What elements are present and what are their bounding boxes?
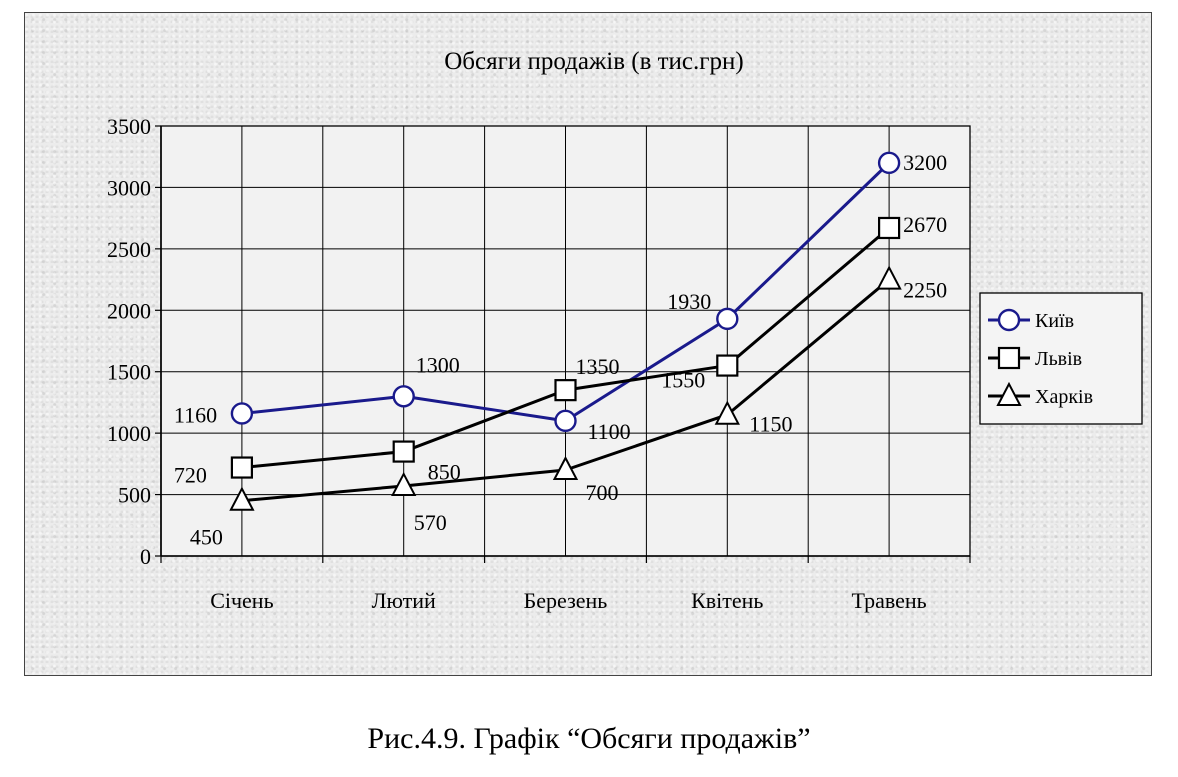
data-labels: 1160 1300 1100 1930 3200 720 850 1350 1550 2670 45… [174, 150, 947, 550]
data-point-square [877, 216, 901, 240]
x-tick-label: Березень [524, 588, 608, 613]
x-tick-label: Лютий [372, 588, 436, 613]
data-point-triangle [391, 471, 417, 496]
data-point-triangle [714, 400, 740, 425]
grid [155, 125, 971, 563]
y-tick-label: 3500 [107, 114, 151, 139]
data-point-circle [877, 151, 901, 175]
data-label: 1550 [661, 368, 705, 393]
data-point-square [716, 354, 739, 377]
data-label: 700 [586, 480, 619, 505]
legend-label: Київ [1035, 310, 1074, 332]
data-label: 2250 [903, 278, 947, 303]
y-tick-label: 2500 [107, 237, 151, 262]
chart-title: Обсяги продажів (в тис.грн) [444, 48, 744, 75]
data-label: 1100 [588, 419, 631, 444]
x-tick-label: Квітень [691, 588, 763, 613]
data-point-triangle [552, 455, 579, 480]
data-label: 1150 [749, 412, 792, 437]
y-tick-label: 3000 [107, 175, 151, 200]
x-tick-label: Січень [210, 588, 273, 613]
data-point-circle [554, 409, 577, 433]
y-tick-label: 2000 [107, 298, 151, 323]
legend-label: Львів [1035, 348, 1082, 370]
y-tick-label: 1500 [107, 360, 151, 385]
y-tick-label: 1000 [107, 421, 151, 446]
figure-caption: Рис.4.9. Графік “Обсяги продажів” [367, 722, 811, 755]
data-label: 570 [414, 510, 447, 535]
chart-frame: Обсяги продажів (в тис.грн) 0 500 1000 1500… [24, 12, 1152, 676]
data-label: 1930 [667, 289, 711, 314]
data-label: 1160 [174, 402, 217, 427]
data-label: 450 [190, 525, 223, 550]
legend-label: Харків [1035, 386, 1093, 408]
x-axis-tick-labels: Січень Лютий Березень Квітень Травень [210, 588, 927, 613]
data-point-square [392, 440, 415, 463]
data-label: 720 [174, 463, 207, 488]
line-chart: Обсяги продажів (в тис.грн) 0 500 1000 1500… [107, 48, 1143, 613]
legend: Київ Львів Харків [979, 292, 1143, 425]
data-point-square [230, 456, 253, 479]
y-axis-tick-labels: 0 500 1000 1500 2000 2500 3000 3500 [107, 114, 151, 569]
data-point-triangle [876, 265, 902, 290]
y-tick-label: 500 [118, 483, 151, 508]
data-point-triangle [229, 486, 255, 511]
y-tick-label: 0 [140, 544, 151, 569]
data-label: 2670 [903, 212, 947, 237]
data-point-circle [230, 402, 254, 425]
series-lines [229, 151, 902, 511]
data-label: 1300 [416, 352, 460, 377]
data-label: 850 [428, 460, 461, 485]
data-label: 3200 [903, 150, 947, 175]
legend-marker-square [997, 346, 1021, 370]
data-point-square [554, 379, 577, 402]
data-label: 1350 [576, 354, 620, 379]
legend-marker-circle [997, 308, 1021, 332]
legend-marker-triangle [996, 381, 1022, 406]
data-point-circle [716, 307, 739, 331]
x-tick-label: Травень [851, 588, 926, 613]
data-point-circle [392, 385, 415, 408]
